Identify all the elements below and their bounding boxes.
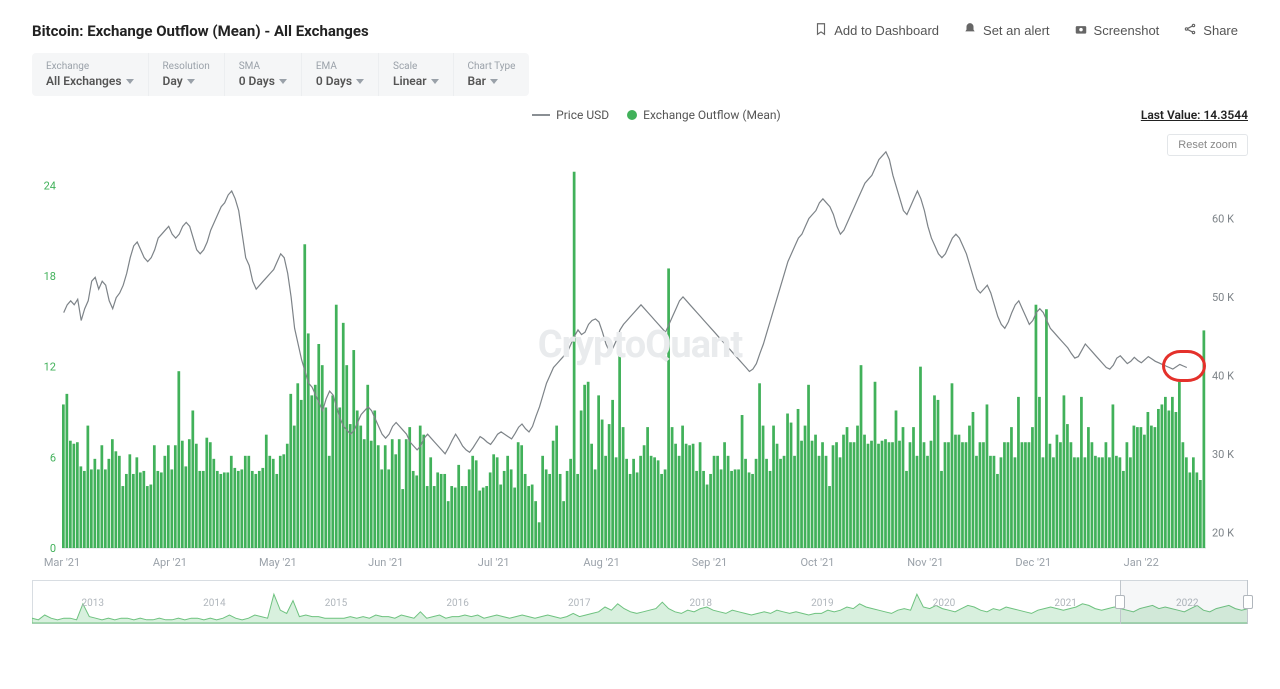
filter-exchange[interactable]: Exchange All Exchanges <box>32 53 149 96</box>
navigator-handle-left[interactable] <box>1115 595 1125 609</box>
filter-chart-type[interactable]: Chart Type Bar <box>454 53 530 96</box>
filter-label: Exchange <box>46 61 134 72</box>
svg-text:40 K: 40 K <box>1212 369 1234 382</box>
filter-value: Linear <box>393 74 439 88</box>
filter-label: Resolution <box>163 61 210 72</box>
svg-text:Jan '22: Jan '22 <box>1124 556 1159 569</box>
svg-text:0: 0 <box>50 542 56 555</box>
filter-label: Scale <box>393 61 439 72</box>
navigator-svg: 2013 2014 2015 2016 2017 2018 2019 2020 2021 2022 <box>32 580 1248 624</box>
dot-swatch-icon <box>627 110 637 120</box>
svg-text:Dec '21: Dec '21 <box>1015 556 1051 569</box>
svg-text:Mar '21: Mar '21 <box>44 556 80 569</box>
navigator[interactable]: 2013 2014 2015 2016 2017 2018 2019 2020 2021 2022 <box>32 580 1248 624</box>
svg-text:60 K: 60 K <box>1212 212 1234 225</box>
filter-value: Day <box>163 74 210 88</box>
svg-text:2021: 2021 <box>1054 598 1076 609</box>
bookmark-icon <box>814 22 828 39</box>
navigator-handle-right[interactable] <box>1243 595 1253 609</box>
svg-text:Jun '21: Jun '21 <box>368 556 403 569</box>
legend-outflow-label: Exchange Outflow (Mean) <box>643 108 781 122</box>
chevron-down-icon <box>490 79 498 84</box>
chevron-down-icon <box>126 79 134 84</box>
filter-label: Chart Type <box>468 61 516 72</box>
line-swatch-icon <box>532 114 550 116</box>
chevron-down-icon <box>279 79 287 84</box>
screenshot-button[interactable]: Screenshot <box>1064 16 1170 45</box>
svg-text:2020: 2020 <box>933 598 956 609</box>
svg-text:18: 18 <box>44 270 56 283</box>
chevron-down-icon <box>187 79 195 84</box>
filter-scale[interactable]: Scale Linear <box>379 53 454 96</box>
chart-legend: Price USD Exchange Outflow (Mean) <box>532 108 780 122</box>
set-alert-button[interactable]: Set an alert <box>953 16 1060 45</box>
screenshot-label: Screenshot <box>1094 23 1160 38</box>
add-to-dashboard-button[interactable]: Add to Dashboard <box>804 16 949 45</box>
svg-text:2014: 2014 <box>203 598 226 609</box>
filter-value: 0 Days <box>239 74 287 88</box>
svg-text:12: 12 <box>44 361 56 374</box>
svg-text:2022: 2022 <box>1176 598 1199 609</box>
chevron-down-icon <box>356 79 364 84</box>
svg-text:6: 6 <box>50 451 56 464</box>
header-actions: Add to Dashboard Set an alert Screenshot… <box>804 16 1248 45</box>
add-to-dashboard-label: Add to Dashboard <box>834 23 939 38</box>
filter-value: Bar <box>468 74 516 88</box>
legend-price-label: Price USD <box>556 108 609 122</box>
svg-text:Jul '21: Jul '21 <box>478 556 510 569</box>
svg-text:Aug '21: Aug '21 <box>583 556 619 569</box>
svg-text:2013: 2013 <box>82 598 104 609</box>
last-value-number: 14.3544 <box>1203 108 1248 122</box>
svg-text:Sep '21: Sep '21 <box>692 556 728 569</box>
filter-bar: Exchange All Exchanges Resolution Day SM… <box>0 53 1280 104</box>
svg-text:Nov '21: Nov '21 <box>907 556 943 569</box>
svg-text:Apr '21: Apr '21 <box>153 556 187 569</box>
bell-icon <box>963 22 977 39</box>
svg-text:2015: 2015 <box>325 598 348 609</box>
svg-text:2019: 2019 <box>811 598 833 609</box>
legend-outflow[interactable]: Exchange Outflow (Mean) <box>627 108 781 122</box>
svg-text:20 K: 20 K <box>1212 526 1234 539</box>
svg-text:50 K: 50 K <box>1212 291 1234 304</box>
svg-text:May '21: May '21 <box>259 556 297 569</box>
filter-label: SMA <box>239 61 287 72</box>
chevron-down-icon <box>431 79 439 84</box>
legend-price[interactable]: Price USD <box>532 108 609 122</box>
svg-text:2017: 2017 <box>568 598 591 609</box>
filter-sma[interactable]: SMA 0 Days <box>225 53 302 96</box>
filter-label: EMA <box>316 61 364 72</box>
filter-ema[interactable]: EMA 0 Days <box>302 53 379 96</box>
main-chart[interactable]: Reset zoom CryptoQuant 0612182420 K30 K4… <box>32 134 1248 574</box>
svg-text:2016: 2016 <box>446 598 469 609</box>
svg-text:24: 24 <box>44 179 56 192</box>
filter-value: 0 Days <box>316 74 364 88</box>
filter-value: All Exchanges <box>46 74 134 88</box>
svg-text:30 K: 30 K <box>1212 448 1234 461</box>
chart-svg: 0 6 12 18 24 20 K 30 K 40 K 50 K 60 K Mar '21 Apr '… <box>32 134 1248 574</box>
share-button[interactable]: Share <box>1173 16 1248 45</box>
share-label: Share <box>1203 23 1238 38</box>
set-alert-label: Set an alert <box>983 23 1050 38</box>
svg-text:Oct '21: Oct '21 <box>800 556 834 569</box>
filter-resolution[interactable]: Resolution Day <box>149 53 225 96</box>
page-title: Bitcoin: Exchange Outflow (Mean) - All E… <box>32 22 369 40</box>
camera-icon <box>1074 22 1088 39</box>
svg-text:2018: 2018 <box>690 598 713 609</box>
last-value-label: Last Value: <box>1141 108 1201 122</box>
last-value[interactable]: Last Value: 14.3544 <box>1141 108 1248 122</box>
reset-zoom-button[interactable]: Reset zoom <box>1167 134 1248 156</box>
share-icon <box>1183 22 1197 39</box>
